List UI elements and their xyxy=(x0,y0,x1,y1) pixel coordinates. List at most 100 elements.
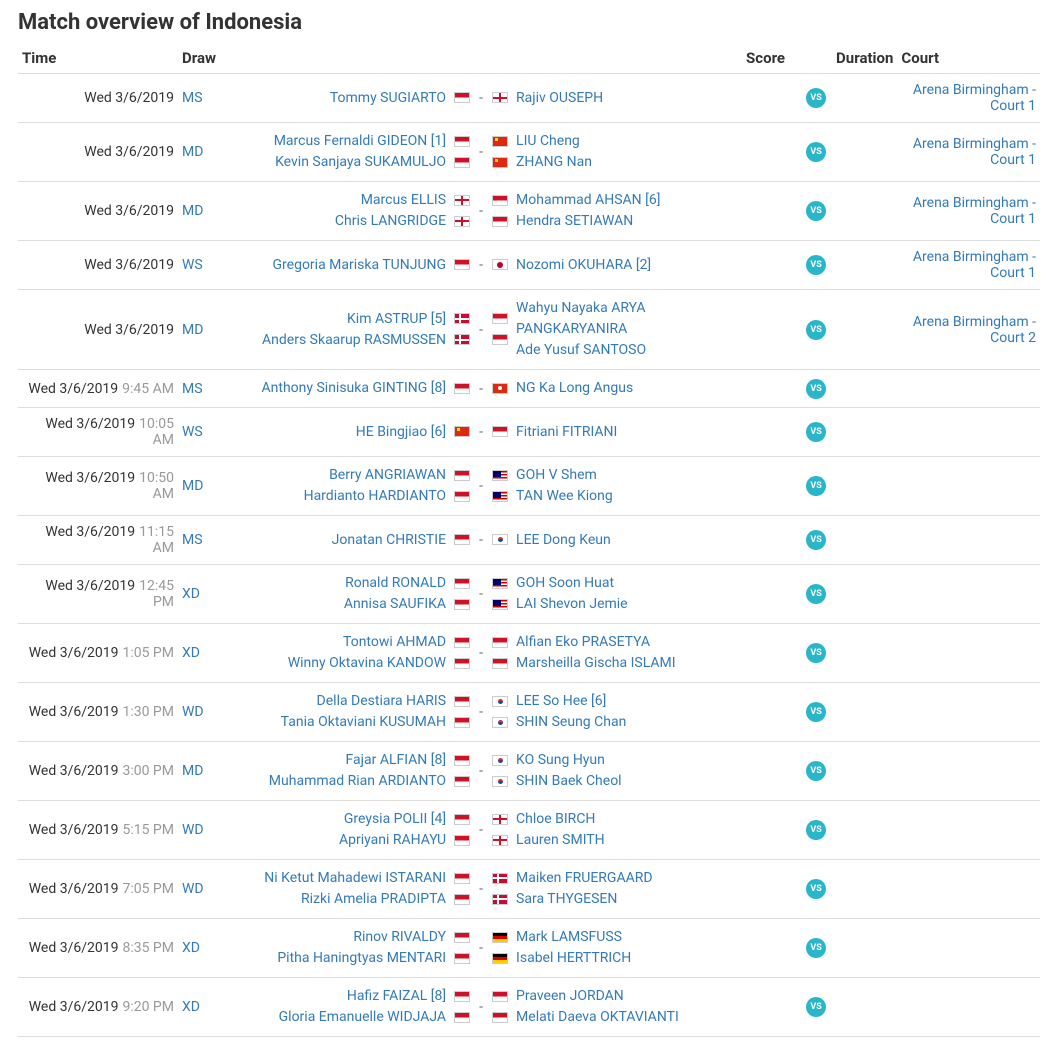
vs-badge[interactable]: VS xyxy=(806,938,826,958)
player-link[interactable]: Fitriani FITRIANI xyxy=(516,424,617,440)
player-link[interactable]: TAN Wee Kiong xyxy=(516,488,613,504)
player-link[interactable]: Pitha Haningtyas MENTARI xyxy=(277,950,446,966)
draw-link[interactable]: WS xyxy=(182,257,203,273)
draw-link[interactable]: XD xyxy=(182,645,200,661)
player-link[interactable]: Gloria Emanuelle WIDJAJA xyxy=(279,1009,446,1025)
player-link[interactable]: Anders Skaarup RASMUSSEN xyxy=(262,332,446,348)
draw-link[interactable]: WD xyxy=(182,822,204,838)
player-link[interactable]: Praveen JORDAN xyxy=(516,988,624,1004)
draw-link[interactable]: XD xyxy=(182,940,200,956)
draw-link[interactable]: XD xyxy=(182,586,200,602)
player-link[interactable]: Melati Daeva OKTAVIANTI xyxy=(516,1009,679,1025)
vs-badge[interactable]: VS xyxy=(806,530,826,550)
player-link[interactable]: Mark LAMSFUSS xyxy=(516,929,622,945)
draw-link[interactable]: XD xyxy=(182,999,200,1015)
vs-badge[interactable]: VS xyxy=(806,379,826,399)
draw-link[interactable]: MD xyxy=(182,763,203,779)
player-link[interactable]: Anthony Sinisuka GINTING [8] xyxy=(262,380,447,396)
player-link[interactable]: LEE Dong Keun xyxy=(516,532,611,548)
player-link[interactable]: Alfian Eko PRASETYA xyxy=(516,634,650,650)
player-link[interactable]: Ronald RONALD xyxy=(345,575,446,591)
player-link[interactable]: Marcus ELLIS xyxy=(361,192,446,208)
player-link[interactable]: GOH V Shem xyxy=(516,467,597,483)
draw-link[interactable]: MD xyxy=(182,322,203,338)
player-link[interactable]: Greysia POLII [4] xyxy=(344,811,446,827)
player-link[interactable]: Kevin Sanjaya SUKAMULJO xyxy=(275,154,446,170)
player-link[interactable]: Berry ANGRIAWAN xyxy=(329,467,446,483)
player-link[interactable]: Fajar ALFIAN [8] xyxy=(346,752,447,768)
player-link[interactable]: SHIN Baek Cheol xyxy=(516,773,622,789)
player-link[interactable]: ZHANG Nan xyxy=(516,154,592,170)
player-link[interactable]: Jonatan CHRISTIE xyxy=(332,532,446,548)
vs-badge[interactable]: VS xyxy=(806,88,826,108)
player-link[interactable]: Marcus Fernaldi GIDEON [1] xyxy=(274,133,446,149)
vs-badge[interactable]: VS xyxy=(806,702,826,722)
player-link[interactable]: Nozomi OKUHARA [2] xyxy=(516,257,651,273)
player-link[interactable]: Tontowi AHMAD xyxy=(343,634,446,650)
vs-badge[interactable]: VS xyxy=(806,476,826,496)
draw-link[interactable]: MD xyxy=(182,144,203,160)
player-link[interactable]: Ade Yusuf SANTOSO xyxy=(516,342,646,358)
player-link[interactable]: KO Sung Hyun xyxy=(516,752,605,768)
court-link[interactable]: Arena Birmingham - Court 1 xyxy=(913,195,1036,227)
player-link[interactable]: Mohammad AHSAN [6] xyxy=(516,192,660,208)
player-link[interactable]: Annisa SAUFIKA xyxy=(344,596,446,612)
player-link[interactable]: Tommy SUGIARTO xyxy=(330,90,446,106)
player-link[interactable]: Chloe BIRCH xyxy=(516,811,595,827)
player-link[interactable]: LIU Cheng xyxy=(516,133,580,149)
player-link[interactable]: Lauren SMITH xyxy=(516,832,605,848)
draw-link[interactable]: WD xyxy=(182,704,204,720)
player-link[interactable]: Sara THYGESEN xyxy=(516,891,617,907)
court-link[interactable]: Arena Birmingham - Court 1 xyxy=(913,249,1036,281)
draw-link[interactable]: MD xyxy=(182,478,203,494)
draw-link[interactable]: WS xyxy=(182,424,203,440)
player-link[interactable]: Rizki Amelia PRADIPTA xyxy=(301,891,446,907)
player-link[interactable]: Ni Ketut Mahadewi ISTARANI xyxy=(264,870,446,886)
player-link[interactable]: LEE So Hee [6] xyxy=(516,693,606,709)
vs-badge[interactable]: VS xyxy=(806,643,826,663)
court-link[interactable]: Arena Birmingham - Court 1 xyxy=(913,82,1036,114)
player-link[interactable]: Wahyu Nayaka ARYA PANGKARYANIRA xyxy=(516,300,646,337)
vs-badge[interactable]: VS xyxy=(806,584,826,604)
vs-badge[interactable]: VS xyxy=(806,422,826,442)
player-link[interactable]: LAI Shevon Jemie xyxy=(516,596,628,612)
draw-link[interactable]: MS xyxy=(182,381,203,397)
vs-badge[interactable]: VS xyxy=(806,820,826,840)
draw-link[interactable]: MD xyxy=(182,203,203,219)
vs-badge[interactable]: VS xyxy=(806,255,826,275)
draw-link[interactable]: MS xyxy=(182,90,203,106)
player-link[interactable]: Della Destiara HARIS xyxy=(317,693,447,709)
player-link[interactable]: HE Bingjiao [6] xyxy=(356,424,446,440)
player-link[interactable]: Hendra SETIAWAN xyxy=(516,213,633,229)
draw-link[interactable]: MS xyxy=(182,532,203,548)
player-link[interactable]: Gregoria Mariska TUNJUNG xyxy=(273,257,447,273)
player-link[interactable]: Rajiv OUSEPH xyxy=(516,90,603,106)
player-link[interactable]: Isabel HERTTRICH xyxy=(516,950,631,966)
player-link[interactable]: Maiken FRUERGAARD xyxy=(516,870,652,886)
player2-flags xyxy=(488,74,512,123)
player-link[interactable]: Muhammad Rian ARDIANTO xyxy=(269,773,446,789)
vs-badge[interactable]: VS xyxy=(806,320,826,340)
player-link[interactable]: Tania Oktaviani KUSUMAH xyxy=(281,714,446,730)
player-link[interactable]: Winny Oktavina KANDOW xyxy=(288,655,446,671)
vs-badge[interactable]: VS xyxy=(806,761,826,781)
vs-badge[interactable]: VS xyxy=(806,879,826,899)
header-row: Time Draw Score Duration Court xyxy=(18,43,1040,74)
court-link[interactable]: Arena Birmingham - Court 1 xyxy=(913,136,1036,168)
player-link[interactable]: Hardianto HARDIANTO xyxy=(304,488,446,504)
duration-cell xyxy=(832,742,897,801)
player-link[interactable]: Hafiz FAIZAL [8] xyxy=(347,988,446,1004)
player-link[interactable]: Apriyani RAHAYU xyxy=(339,832,446,848)
vs-badge[interactable]: VS xyxy=(806,142,826,162)
player-link[interactable]: Marsheilla Gischa ISLAMI xyxy=(516,655,676,671)
player-link[interactable]: Chris LANGRIDGE xyxy=(335,213,446,229)
vs-badge[interactable]: VS xyxy=(806,201,826,221)
player-link[interactable]: Kim ASTRUP [5] xyxy=(347,311,446,327)
player-link[interactable]: Rinov RIVALDY xyxy=(353,929,446,945)
player-link[interactable]: SHIN Seung Chan xyxy=(516,714,626,730)
player-link[interactable]: NG Ka Long Angus xyxy=(516,380,633,396)
vs-badge[interactable]: VS xyxy=(806,997,826,1017)
court-link[interactable]: Arena Birmingham - Court 2 xyxy=(913,314,1036,346)
player-link[interactable]: GOH Soon Huat xyxy=(516,575,614,591)
draw-link[interactable]: WD xyxy=(182,881,204,897)
